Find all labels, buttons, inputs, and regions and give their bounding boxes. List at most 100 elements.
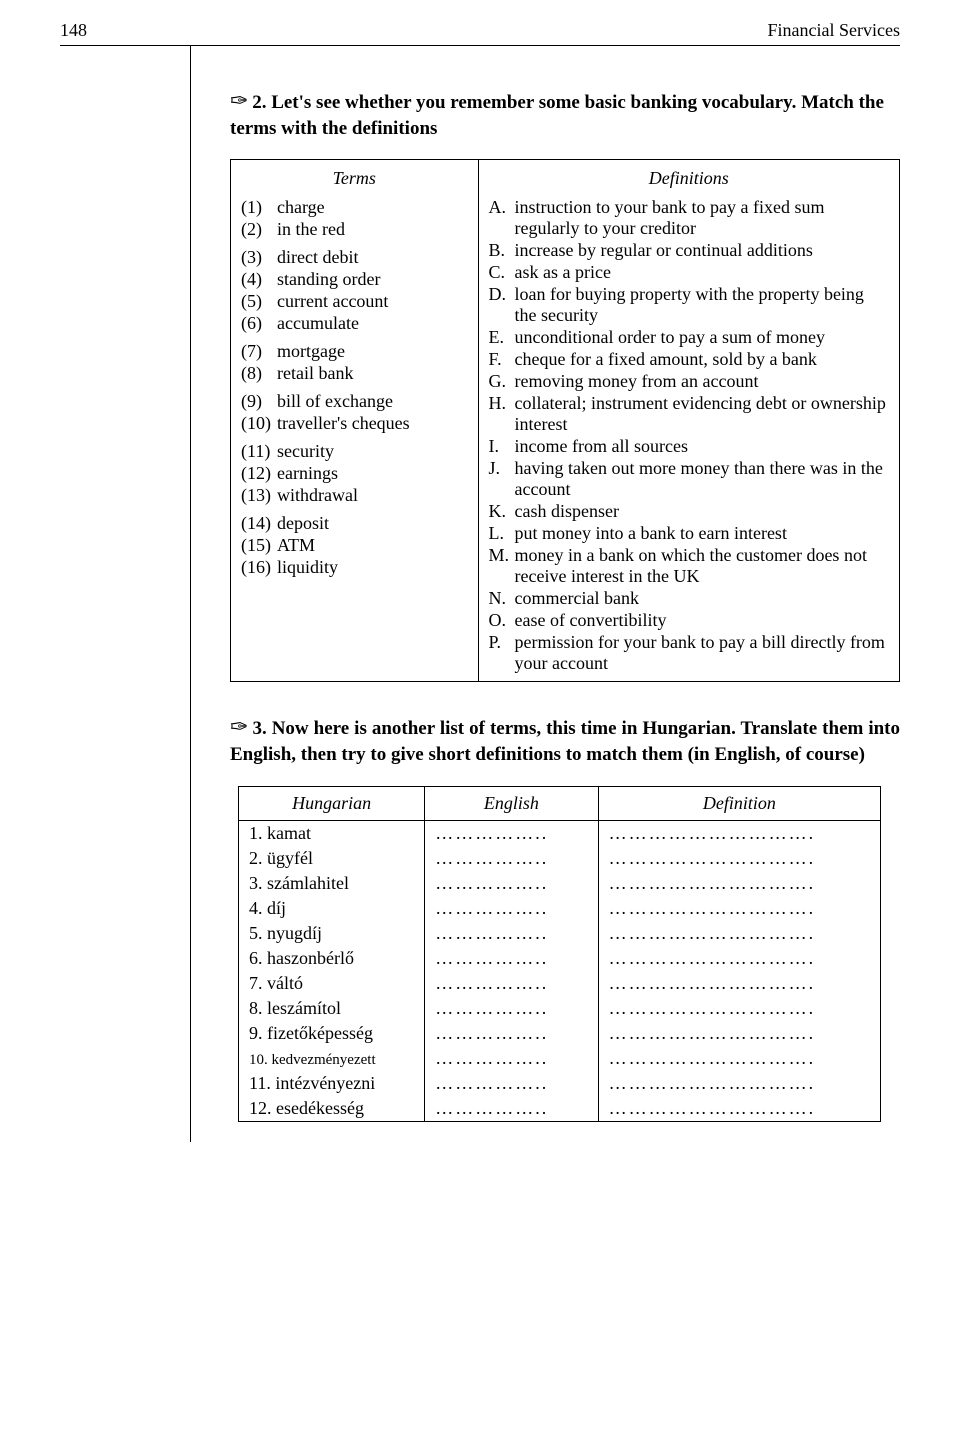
definition-row: E.unconditional order to pay a sum of mo… xyxy=(489,327,889,348)
table-row: 6. haszonbérlő……………..…………………………. xyxy=(239,946,881,971)
term-row: (2)in the red xyxy=(241,219,468,240)
definition-cell[interactable]: …………………………. xyxy=(598,846,881,871)
definition-text: money in a bank on which the customer do… xyxy=(515,545,889,587)
hungarian-cell: 7. váltó xyxy=(239,971,425,996)
definition-row: K.cash dispenser xyxy=(489,501,889,522)
term-number: (9) xyxy=(241,391,277,412)
match-table: Terms Definitions (1)charge(2)in the red… xyxy=(230,159,900,682)
table-row: 12. esedékesség……………..…………………………. xyxy=(239,1096,881,1122)
definition-row: N.commercial bank xyxy=(489,588,889,609)
term-text: direct debit xyxy=(277,247,468,268)
term-text: ATM xyxy=(277,535,468,556)
table-row: 5. nyugdíj……………..…………………………. xyxy=(239,921,881,946)
exercise-3-text: 3. Now here is another list of terms, th… xyxy=(230,718,900,765)
definition-cell[interactable]: …………………………. xyxy=(598,921,881,946)
exercise-2-text: 2. Let's see whether you remember some b… xyxy=(230,92,884,139)
definition-cell[interactable]: …………………………. xyxy=(598,1046,881,1071)
definition-letter: I. xyxy=(489,436,515,457)
definition-text: collateral; instrument evidencing debt o… xyxy=(515,393,889,435)
definition-letter: B. xyxy=(489,240,515,261)
term-row: (6)accumulate xyxy=(241,313,468,334)
pen-icon: ✑ xyxy=(230,88,247,113)
english-cell[interactable]: …………….. xyxy=(425,1071,598,1096)
definition-letter: D. xyxy=(489,284,515,326)
definition-cell[interactable]: …………………………. xyxy=(598,1021,881,1046)
term-row: (1)charge xyxy=(241,197,468,218)
hungarian-cell: 11. intézvényezni xyxy=(239,1071,425,1096)
term-row: (3)direct debit xyxy=(241,247,468,268)
terms-cell: (1)charge(2)in the red(3)direct debit(4)… xyxy=(231,191,479,682)
page: 148 Financial Services ✑ 2. Let's see wh… xyxy=(0,0,960,1182)
definition-letter: C. xyxy=(489,262,515,283)
english-cell[interactable]: …………….. xyxy=(425,921,598,946)
term-number: (13) xyxy=(241,485,277,506)
english-cell[interactable]: …………….. xyxy=(425,1096,598,1122)
definition-cell[interactable]: …………………………. xyxy=(598,971,881,996)
definition-row: J.having taken out more money than there… xyxy=(489,458,889,500)
term-number: (1) xyxy=(241,197,277,218)
english-cell[interactable]: …………….. xyxy=(425,946,598,971)
definition-row: H.collateral; instrument evidencing debt… xyxy=(489,393,889,435)
english-cell[interactable]: …………….. xyxy=(425,871,598,896)
hungarian-cell: 4. díj xyxy=(239,896,425,921)
exercise-2-prompt: ✑ 2. Let's see whether you remember some… xyxy=(230,86,900,141)
definition-text: cash dispenser xyxy=(515,501,889,522)
definition-row: I.income from all sources xyxy=(489,436,889,457)
english-cell[interactable]: …………….. xyxy=(425,820,598,846)
definition-text: unconditional order to pay a sum of mone… xyxy=(515,327,889,348)
term-row: (8)retail bank xyxy=(241,363,468,384)
english-cell[interactable]: …………….. xyxy=(425,846,598,871)
definition-text: increase by regular or continual additio… xyxy=(515,240,889,261)
definition-cell[interactable]: …………………………. xyxy=(598,996,881,1021)
term-row: (11)security xyxy=(241,441,468,462)
terms-header: Terms xyxy=(231,160,479,192)
term-row: (9)bill of exchange xyxy=(241,391,468,412)
term-number: (16) xyxy=(241,557,277,578)
table-row: 8. leszámítol……………..…………………………. xyxy=(239,996,881,1021)
english-cell[interactable]: …………….. xyxy=(425,1021,598,1046)
term-row: (5)current account xyxy=(241,291,468,312)
definition-row: P.permission for your bank to pay a bill… xyxy=(489,632,889,674)
term-text: deposit xyxy=(277,513,468,534)
table-row: 11. intézvényezni……………..…………………………. xyxy=(239,1071,881,1096)
definition-cell[interactable]: …………………………. xyxy=(598,820,881,846)
term-text: security xyxy=(277,441,468,462)
term-row: (15)ATM xyxy=(241,535,468,556)
definition-text: put money into a bank to earn interest xyxy=(515,523,889,544)
english-cell[interactable]: …………….. xyxy=(425,896,598,921)
definition-cell[interactable]: …………………………. xyxy=(598,871,881,896)
definition-row: A.instruction to your bank to pay a fixe… xyxy=(489,197,889,239)
term-number: (8) xyxy=(241,363,277,384)
term-text: earnings xyxy=(277,463,468,484)
english-cell[interactable]: …………….. xyxy=(425,1046,598,1071)
table-row: 4. díj……………..…………………………. xyxy=(239,896,881,921)
definition-letter: A. xyxy=(489,197,515,239)
term-number: (2) xyxy=(241,219,277,240)
definition-letter: P. xyxy=(489,632,515,674)
definition-row: M.money in a bank on which the customer … xyxy=(489,545,889,587)
definition-text: cheque for a fixed amount, sold by a ban… xyxy=(515,349,889,370)
definition-row: L.put money into a bank to earn interest xyxy=(489,523,889,544)
term-text: traveller's cheques xyxy=(277,413,468,434)
term-row: (7)mortgage xyxy=(241,341,468,362)
definition-cell[interactable]: …………………………. xyxy=(598,1096,881,1122)
pen-icon: ✑ xyxy=(230,714,247,739)
term-text: accumulate xyxy=(277,313,468,334)
definition-letter: L. xyxy=(489,523,515,544)
exercise-3-prompt: ✑ 3. Now here is another list of terms, … xyxy=(230,712,900,767)
definition-letter: N. xyxy=(489,588,515,609)
english-cell[interactable]: …………….. xyxy=(425,971,598,996)
table-row: 7. váltó……………..…………………………. xyxy=(239,971,881,996)
table-row: 1. kamat……………..…………………………. xyxy=(239,820,881,846)
term-number: (11) xyxy=(241,441,277,462)
term-row: (13)withdrawal xyxy=(241,485,468,506)
english-cell[interactable]: …………….. xyxy=(425,996,598,1021)
definition-row: B.increase by regular or continual addit… xyxy=(489,240,889,261)
definition-cell[interactable]: …………………………. xyxy=(598,1071,881,1096)
definition-text: commercial bank xyxy=(515,588,889,609)
definition-letter: F. xyxy=(489,349,515,370)
hungarian-cell: 8. leszámítol xyxy=(239,996,425,1021)
table-row: 3. számlahitel……………..…………………………. xyxy=(239,871,881,896)
definition-cell[interactable]: …………………………. xyxy=(598,896,881,921)
definition-cell[interactable]: …………………………. xyxy=(598,946,881,971)
